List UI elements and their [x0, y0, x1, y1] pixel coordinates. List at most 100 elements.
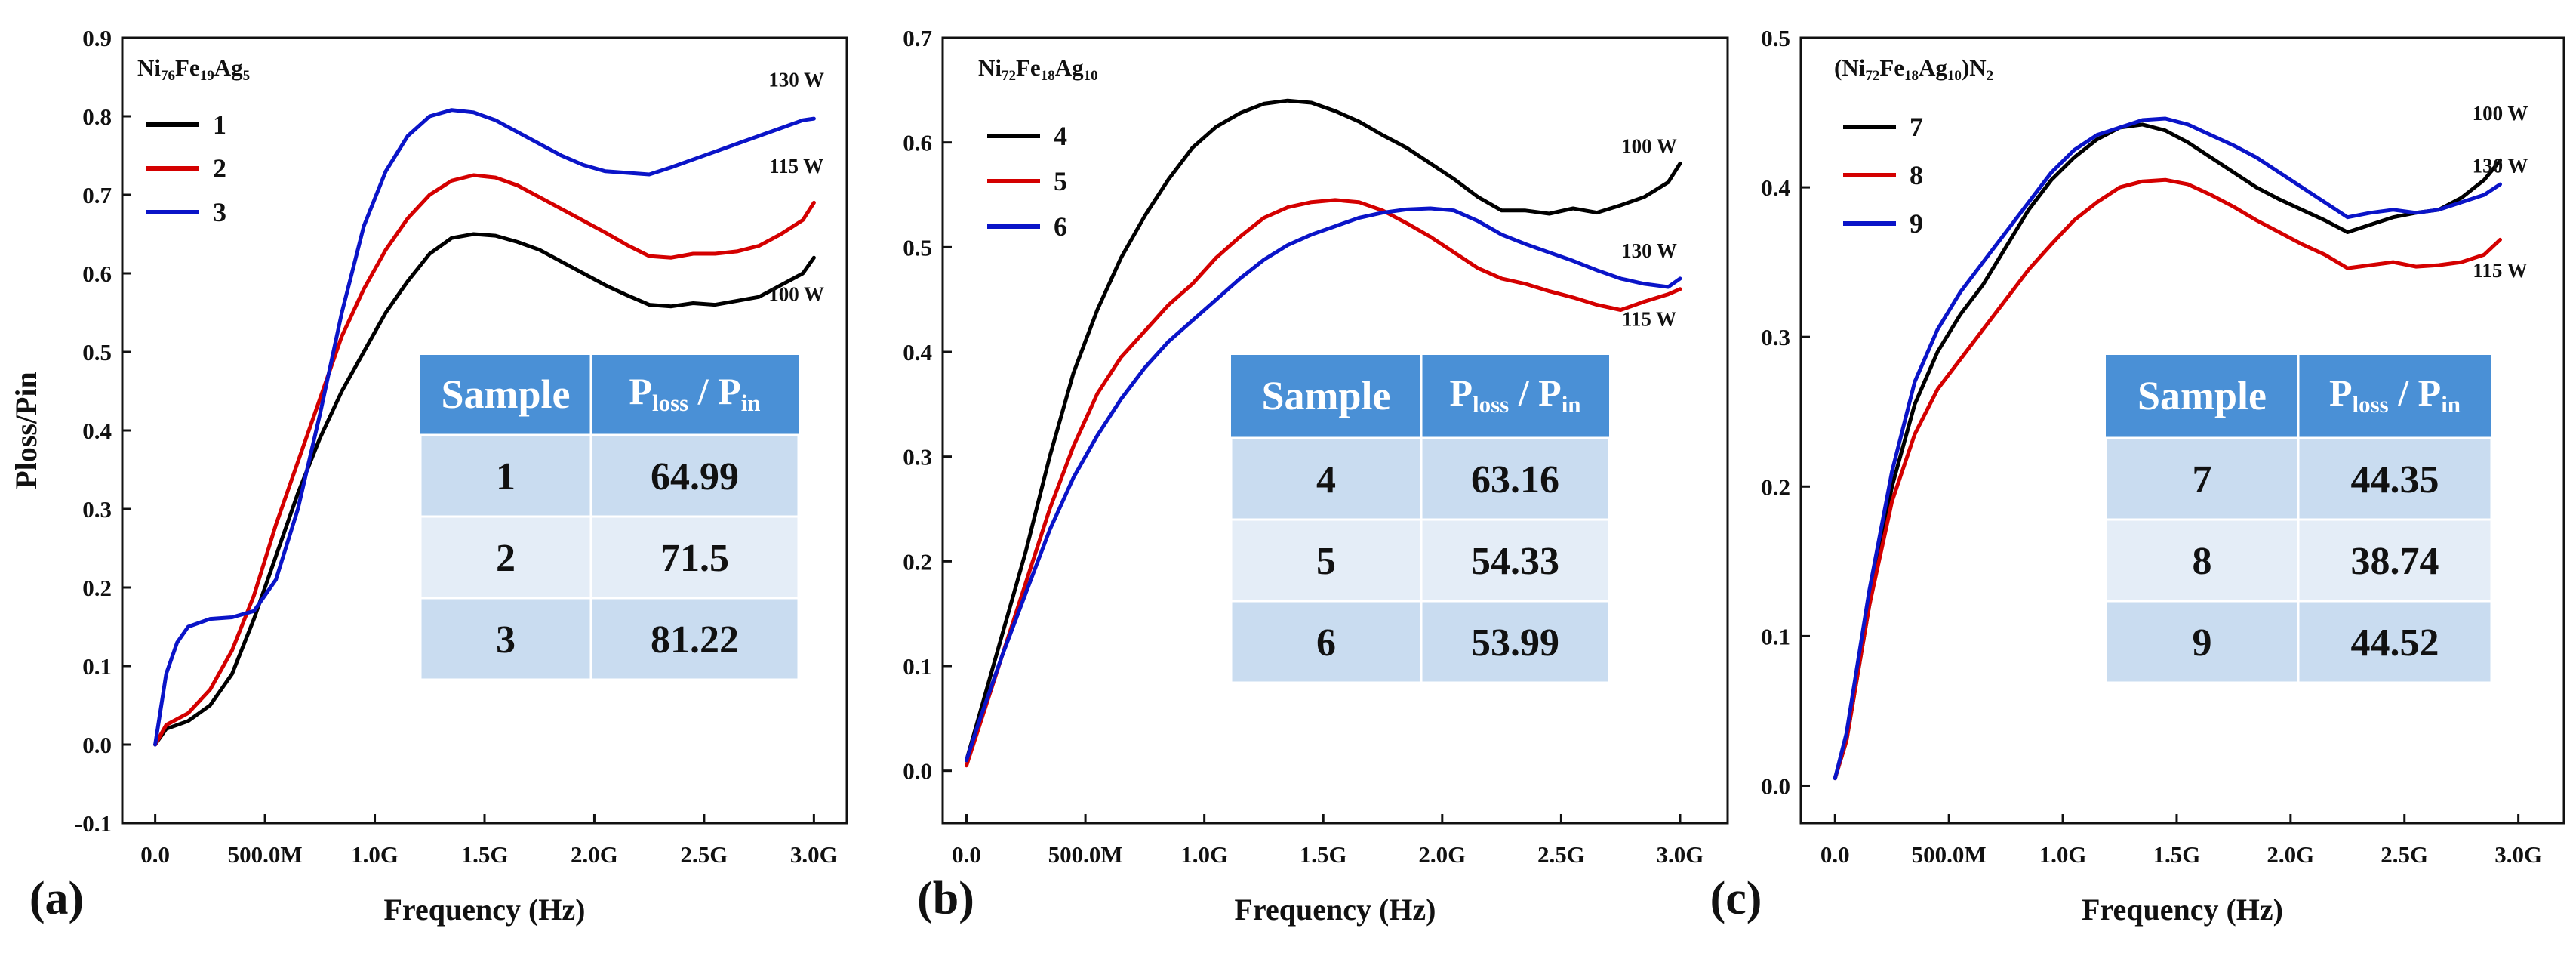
text-part: P: [629, 370, 652, 412]
table-cell-ratio: 63.16: [1471, 458, 1559, 501]
table-cell-ratio: 44.35: [2351, 458, 2439, 501]
x-tick-label: 3.0G: [2494, 841, 2542, 868]
x-tick-label: 2.0G: [1418, 841, 1466, 868]
power-label: 130 W: [1621, 239, 1677, 262]
x-tick-label: 1.5G: [2153, 841, 2201, 868]
y-tick-label: 0.6: [82, 261, 112, 287]
table-cell-sample: 6: [1316, 621, 1336, 665]
text-part: )N: [1962, 54, 1987, 81]
y-tick-label: 0.9: [82, 25, 112, 51]
table-cell-ratio: 81.22: [651, 618, 739, 661]
table-header-sample: Sample: [1261, 373, 1390, 418]
x-tick-label: 0.0: [1820, 841, 1850, 868]
legend-title: Ni76Fe19Ag5: [137, 54, 250, 84]
table-header-ratio: Ploss / Pin: [1449, 372, 1580, 418]
table-header-sample: Sample: [441, 372, 570, 417]
plot-frame: [1799, 36, 2565, 825]
table-cell-ratio: 54.33: [1471, 540, 1559, 583]
text-part: Ag: [1055, 54, 1084, 81]
x-axis-label: Frequency (Hz): [2082, 893, 2283, 927]
y-tick-label: 0.0: [82, 732, 112, 758]
power-label: 130 W: [2473, 154, 2528, 177]
text-part: 10: [1947, 68, 1962, 84]
text-part: Fe: [175, 54, 200, 81]
results-table: Sample Ploss / Pin 4 63.16 5 54.33 6 53.99: [1230, 355, 1611, 684]
x-tick-label: 1.0G: [2039, 841, 2087, 868]
y-tick-label: 0.4: [1761, 174, 1790, 201]
y-axis-label: Ploss/Pin: [9, 372, 43, 489]
text-part: 5: [243, 68, 251, 84]
text-part: Ag: [1919, 54, 1947, 81]
series-line-2: [153, 173, 816, 747]
table-header-ratio: Ploss / Pin: [2329, 372, 2461, 418]
x-tick-label: 3.0G: [1657, 841, 1704, 868]
table-cell-ratio: 71.5: [660, 537, 729, 580]
results-table: Sample Ploss / Pin 1 64.99 2 71.5 3 81.22: [419, 355, 800, 681]
x-tick-label: 1.0G: [1180, 841, 1228, 868]
legend-label: 5: [1054, 166, 1067, 196]
y-tick-label: 0.7: [82, 182, 112, 208]
x-tick-label: 500.0M: [1912, 841, 1987, 868]
legend-label: 3: [213, 197, 226, 227]
x-tick-label: 2.0G: [571, 841, 618, 868]
text-part: P: [1449, 372, 1473, 414]
table-cell-sample: 8: [2193, 540, 2212, 583]
series-line-4: [965, 98, 1682, 763]
series-line-7: [1833, 122, 2502, 781]
results-table: Sample Ploss / Pin 7 44.35 8 38.74 9 44.52: [2104, 355, 2493, 684]
text-part: 2: [1987, 68, 1994, 84]
text-part: Ni: [978, 54, 1002, 81]
power-label: 115 W: [769, 155, 823, 177]
chart-panel: -0.1 0.0 0.1 0.2 0.3 0.4 0.5 0.6 0.7 0.8 0.9 0.0 500…: [9, 25, 848, 927]
text-part: 10: [1084, 68, 1098, 84]
series-line-5: [965, 198, 1682, 768]
y-tick-label: 0.2: [82, 575, 112, 601]
legend-label: 8: [1910, 160, 1923, 190]
text-part: 72: [1002, 68, 1016, 84]
text-part: loss: [1473, 391, 1509, 418]
y-tick-label: 0.4: [903, 339, 932, 365]
x-tick-label: 2.5G: [1537, 841, 1585, 868]
y-tick-label: 0.1: [903, 653, 932, 680]
text-part: Ag: [214, 54, 243, 81]
legend-label: 1: [213, 109, 226, 140]
x-tick-label: 2.5G: [2381, 841, 2428, 868]
y-tick-label: 0.7: [903, 25, 932, 51]
x-tick-label: 0.0: [140, 841, 170, 868]
legend-label: 6: [1054, 211, 1067, 242]
power-label: 115 W: [2473, 259, 2527, 282]
legend-label: 7: [1910, 112, 1923, 142]
text-part: / P: [2389, 372, 2441, 414]
panel-label: (b): [917, 873, 974, 924]
series-line-3: [153, 108, 816, 747]
text-part: loss: [652, 390, 688, 416]
x-tick-label: 500.0M: [1048, 841, 1123, 868]
y-tick-label: -0.1: [75, 810, 112, 837]
table-cell-sample: 3: [496, 618, 516, 661]
y-tick-label: 0.0: [903, 758, 932, 785]
text-part: 18: [1904, 68, 1919, 84]
y-tick-label: 0.1: [1761, 623, 1790, 649]
legend-label: 2: [213, 153, 226, 183]
text-part: in: [741, 390, 761, 416]
power-label: 100 W: [1621, 135, 1677, 158]
power-label: 115 W: [1622, 307, 1676, 330]
x-tick-label: 3.0G: [790, 841, 838, 868]
y-tick-label: 0.2: [1761, 473, 1790, 500]
table-cell-sample: 7: [2193, 458, 2212, 501]
table-row: [419, 597, 800, 681]
x-tick-label: 2.0G: [2267, 841, 2314, 868]
text-part: 76: [161, 68, 175, 84]
table-header-sample: Sample: [2137, 373, 2267, 418]
power-label: 130 W: [768, 68, 824, 91]
series-line-8: [1833, 177, 2502, 781]
table-cell-ratio: 53.99: [1471, 621, 1559, 665]
table-cell-sample: 1: [496, 455, 516, 498]
y-tick-label: 0.3: [1761, 324, 1790, 350]
panel-label: (c): [1710, 873, 1762, 924]
text-part: / P: [688, 370, 740, 412]
text-part: (Ni: [1834, 54, 1866, 81]
table-header-bg: [420, 355, 799, 435]
chart-panel: 0.0 0.1 0.2 0.3 0.4 0.5 0.6 0.7 0.0 500.0M 1.0G 1.5…: [903, 25, 1729, 927]
text-part: in: [2441, 391, 2461, 418]
